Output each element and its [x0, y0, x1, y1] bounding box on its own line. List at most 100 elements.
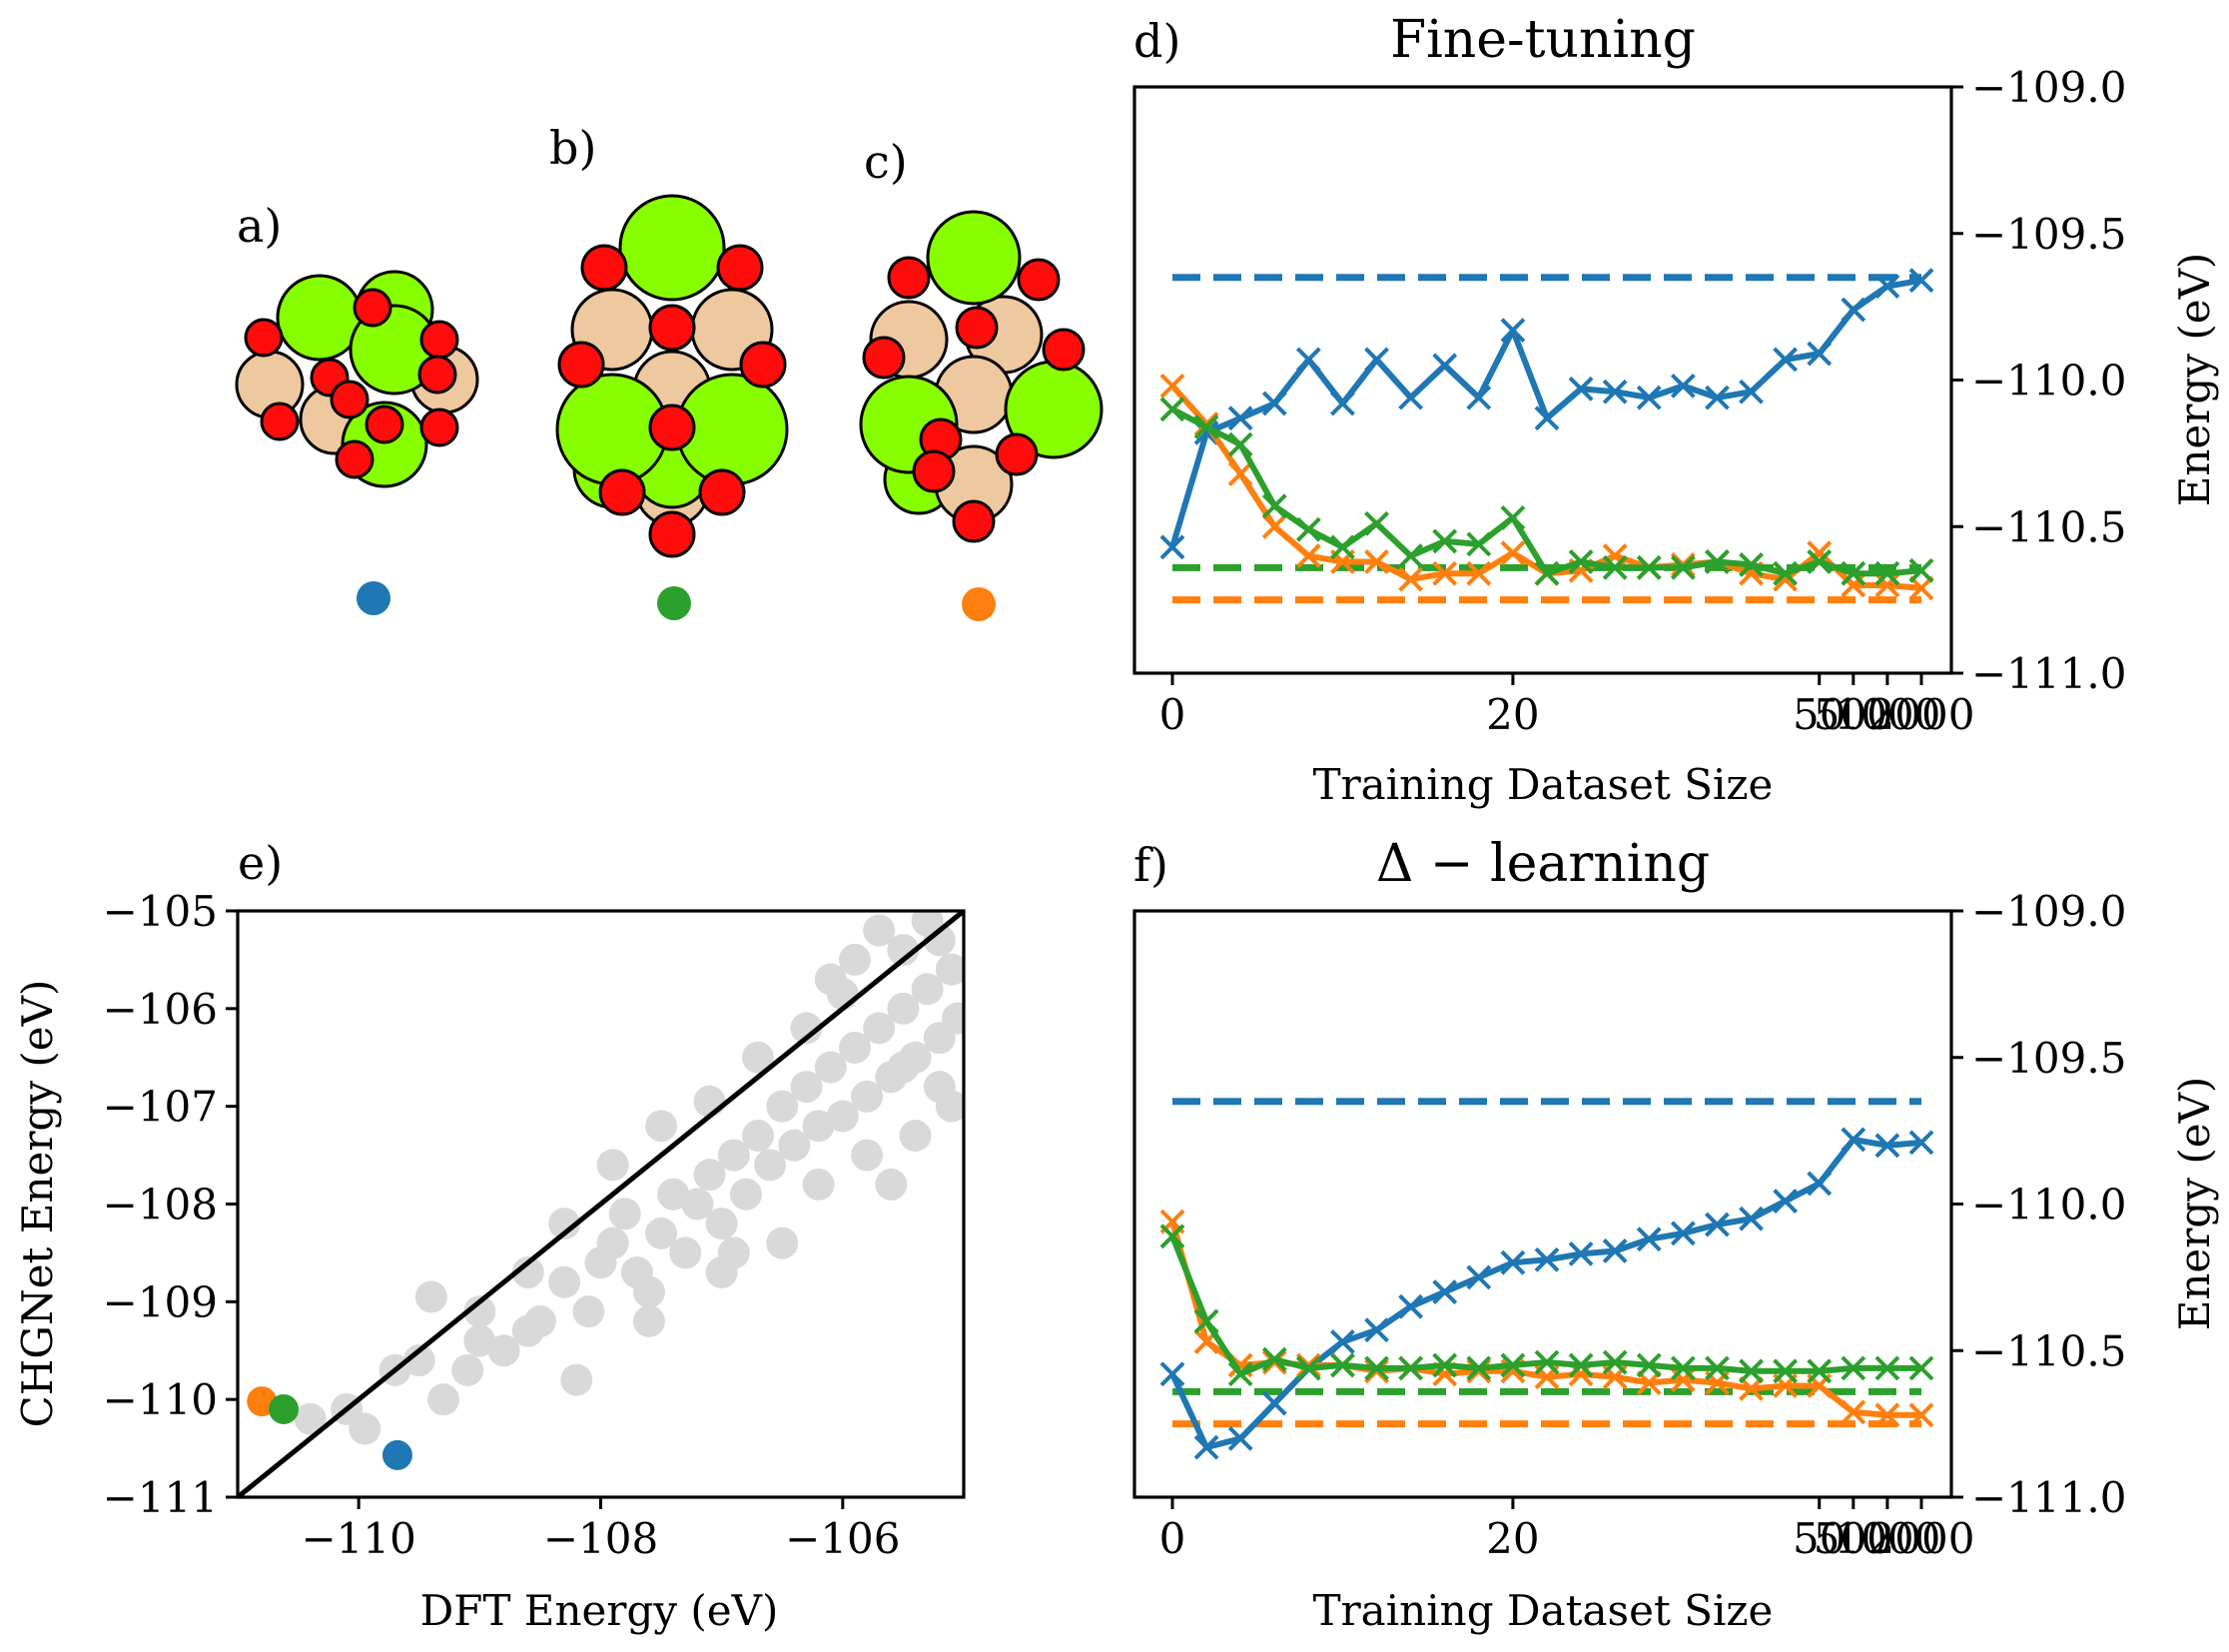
series-f: [1159, 1127, 1934, 1460]
series-marker-b: [1705, 549, 1730, 574]
series-marker-b: [1398, 1355, 1424, 1381]
scatter-point: [645, 1217, 678, 1249]
x-tick-label: 20: [1486, 1514, 1539, 1563]
scatter-point: [705, 1208, 738, 1240]
scatter-point: [941, 1002, 964, 1035]
cluster-c-structure: [859, 210, 1104, 543]
x-axis-label-e: DFT Energy (eV): [420, 1586, 779, 1635]
series-marker-a: [1227, 1425, 1253, 1451]
diagonal-line: [238, 911, 964, 1497]
series-marker-a: [1568, 1240, 1594, 1266]
x-axis-label-d: Training Dataset Size: [1313, 760, 1774, 809]
series-marker-a: [1773, 347, 1799, 373]
scatter-point: [487, 1334, 520, 1367]
scatter-point: [294, 1402, 327, 1435]
y-ticks-e: −105 −106 −107 −108 −109 −110 −111: [103, 887, 238, 1522]
series-marker-b: [1261, 493, 1287, 519]
series-marker-c: [1295, 543, 1321, 569]
scatter-point: [826, 1100, 859, 1133]
series-marker-b: [1330, 1352, 1355, 1378]
series-marker-b: [1330, 534, 1355, 560]
scatter-point: [911, 973, 944, 1006]
series-marker-b: [1739, 1358, 1764, 1384]
series-marker-a: [1227, 406, 1253, 431]
y-axis-label-f: Energy (eV): [2170, 1077, 2219, 1331]
marker-a: [357, 581, 390, 615]
scatter-point: [463, 1324, 496, 1357]
series-marker-b: [1636, 554, 1662, 580]
y-tick-label: −107: [103, 1083, 218, 1132]
series-marker-b: [1295, 1355, 1321, 1381]
series-marker-b: [1670, 554, 1696, 580]
series-marker-a: [1568, 376, 1594, 402]
series-marker-a: [1398, 1293, 1424, 1319]
y-tick-label: −111: [103, 1473, 218, 1522]
x-tick-label: 0: [1159, 1514, 1186, 1563]
x-tick-label: 20: [1486, 690, 1539, 739]
series-marker-a: [1908, 1130, 1934, 1156]
scatter-point: [717, 1237, 750, 1269]
cluster-a-structure: [235, 270, 479, 488]
series-marker-c: [1739, 1375, 1764, 1401]
x-tick-label: 1000: [1834, 1514, 1940, 1563]
scatter-point: [693, 1085, 726, 1118]
series-marker-a: [1398, 385, 1424, 411]
series-marker-a: [1159, 534, 1185, 560]
x-tick-label: 2000: [1868, 690, 1975, 739]
scatter-point: [838, 943, 871, 976]
scatter-point: [717, 1139, 750, 1172]
series-marker-b: [1193, 414, 1219, 439]
panel-label-d: d): [1133, 14, 1180, 68]
highlight-point-green: [269, 1393, 300, 1424]
scatter-point: [548, 1265, 581, 1298]
series-marker-a: [1466, 1264, 1492, 1290]
y-tick-label: −109.0: [1971, 887, 2126, 936]
y-tick-label: −110.5: [1971, 502, 2126, 551]
scatter-point: [814, 1051, 847, 1084]
series-marker-a: [1364, 1317, 1389, 1343]
scatter-point: [838, 1031, 871, 1064]
series-marker-a: [1534, 1246, 1560, 1272]
series-marker-a: [1193, 1434, 1219, 1460]
scatter-point: [911, 911, 944, 937]
series-marker-b: [1568, 549, 1594, 574]
series-marker-a: [1602, 379, 1628, 405]
series-marker-c: [1364, 549, 1389, 574]
scatter-point: [596, 1149, 629, 1182]
scatter-point: [669, 1237, 702, 1269]
scatter-point: [729, 1178, 762, 1211]
scatter-point: [923, 1071, 956, 1104]
scatter-point: [863, 1012, 896, 1045]
scatter-point: [875, 1168, 908, 1201]
y-tick-label: −110: [103, 1375, 218, 1424]
scatter-point: [657, 1178, 690, 1211]
series-marker-c: [1874, 1402, 1900, 1428]
series-marker-a: [1670, 1221, 1696, 1246]
panel-label-b: b): [549, 121, 596, 175]
scatter-point: [766, 1090, 799, 1123]
series-marker-c: [1432, 560, 1458, 586]
scatter-point: [754, 1149, 787, 1182]
series-marker-b: [1432, 528, 1458, 554]
x-tick-label: −110: [301, 1514, 415, 1563]
series-marker-a: [1670, 373, 1696, 399]
series-marker-b: [1670, 1355, 1696, 1381]
series-marker-a: [1432, 353, 1458, 379]
series-marker-c: [1398, 566, 1424, 592]
panel-label-a: a): [237, 199, 282, 253]
series-marker-a: [1705, 1212, 1730, 1238]
fine-tuning-chart: d) Fine-tuning −109.0−109.5−110.0−110.5−…: [1132, 10, 2219, 809]
x-tick-label: 0: [1159, 690, 1186, 739]
series-marker-a: [1295, 347, 1321, 373]
series-marker-c: [1670, 1367, 1696, 1393]
scatter-point: [887, 934, 920, 967]
series-marker-b: [1432, 1352, 1458, 1378]
scatter-point: [863, 914, 896, 947]
y-axis-label-e: CHGNet Energy (eV): [13, 980, 62, 1428]
parity-scatter-chart: e) −105 −106 −107 −108 −109 −110 −111 −110 −108…: [13, 836, 966, 1635]
y-tick-label: −108: [103, 1181, 218, 1230]
y-tick-label: −109.5: [1971, 210, 2126, 259]
y-tick-label: −109: [103, 1277, 218, 1326]
series-marker-a: [1636, 1227, 1662, 1252]
